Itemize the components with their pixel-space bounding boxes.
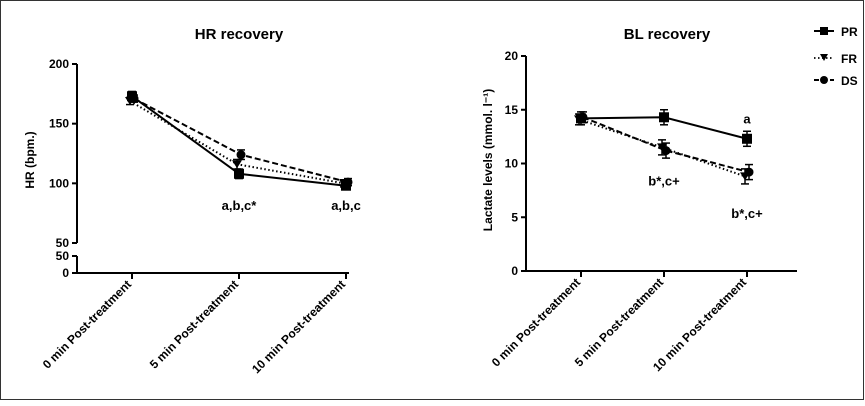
significance-annotation: b*,c+ <box>731 206 763 221</box>
legend-square-marker <box>820 27 828 35</box>
y-tick-label: 50 <box>56 236 70 250</box>
y-tick-label: 150 <box>49 117 69 131</box>
hr-y-axis-label: HR (bpm.) <box>23 131 37 188</box>
significance-annotation: b*,c+ <box>648 174 680 189</box>
legend-label-pr: PR <box>841 25 858 39</box>
hr-chart-title: HR recovery <box>195 26 284 43</box>
series-line-fr <box>578 118 746 178</box>
y-tick-label: 20 <box>505 49 519 63</box>
data-point-ds-marker <box>661 146 671 156</box>
data-point-pr-marker <box>659 112 669 123</box>
significance-annotation: a,b,c <box>331 198 361 213</box>
y-tick-label: 15 <box>505 103 519 117</box>
y-tick-label: 0 <box>62 266 69 280</box>
data-point-fr-marker <box>232 160 242 169</box>
y-tick-label: 10 <box>505 157 519 171</box>
bl-y-axis-label: Lactate levels (mmol. l⁻¹) <box>481 89 495 231</box>
data-point-ds-marker <box>343 177 353 187</box>
y-tick-label: 5 <box>511 210 518 224</box>
legend-label-ds: DS <box>841 74 858 88</box>
data-point-ds-marker <box>129 94 139 104</box>
data-point-ds-marker <box>236 150 246 160</box>
legend: PR FR DS <box>814 25 858 88</box>
hr-data-marks: a,b,c* a,b,c <box>125 90 361 213</box>
data-point-pr-marker <box>742 133 752 144</box>
y-tick-label: 50 <box>56 249 70 263</box>
y-tick-label: 100 <box>49 176 69 190</box>
legend-triangle-marker <box>820 54 828 61</box>
bl-data-marks: a b*,c+ b*,c+ <box>574 109 763 221</box>
legend-item-fr: FR <box>814 52 857 66</box>
bl-chart-title: BL recovery <box>624 26 711 43</box>
y-tick-label: 0 <box>511 264 518 278</box>
significance-annotation: a,b,c* <box>222 198 258 213</box>
data-point-pr-marker <box>234 168 244 179</box>
data-point-ds-marker <box>578 112 588 122</box>
significance-annotation: a <box>743 111 751 126</box>
series-line-ds <box>582 116 750 174</box>
data-point-fr-marker <box>657 143 667 152</box>
legend-item-pr: PR <box>814 25 858 39</box>
y-tick-label: 200 <box>49 57 69 71</box>
legend-circle-marker <box>820 76 828 84</box>
legend-label-fr: FR <box>841 52 857 66</box>
legend-item-ds: DS <box>814 74 858 88</box>
data-point-ds-marker <box>744 167 754 177</box>
